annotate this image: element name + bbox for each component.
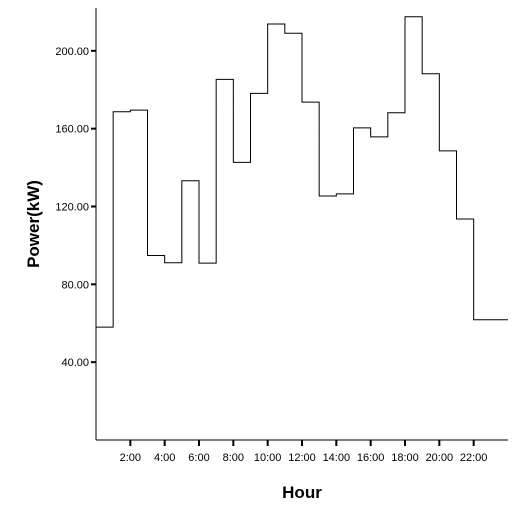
y-tick-label: 40.00	[61, 357, 89, 369]
x-tick-label: 10:00	[254, 452, 282, 464]
power-step-line	[96, 16, 508, 328]
x-tick-label: 8:00	[223, 452, 244, 464]
x-tick-label: 16:00	[357, 452, 385, 464]
x-tick-label: 18:00	[391, 452, 419, 464]
x-tick-label: 14:00	[323, 452, 351, 464]
y-tick-label: 80.00	[61, 279, 89, 291]
y-axis: 40.00 80.00 120.00 160.00 200.00	[55, 46, 96, 369]
y-tick-label: 120.00	[55, 201, 89, 213]
x-tick-label: 20:00	[426, 452, 454, 464]
y-tick-label: 200.00	[55, 46, 89, 58]
x-axis: 2:00 4:00 6:00 8:00 10:00 12:00 14:00 16:00 18:0…	[120, 440, 488, 464]
y-axis-title: Power(kW)	[24, 180, 43, 268]
y-tick-label: 160.00	[55, 124, 89, 136]
x-tick-label: 6:00	[188, 452, 209, 464]
x-tick-label: 2:00	[120, 452, 141, 464]
x-tick-label: 4:00	[154, 452, 175, 464]
x-tick-label: 22:00	[460, 452, 488, 464]
x-tick-label: 12:00	[288, 452, 316, 464]
x-axis-title: Hour	[282, 483, 322, 502]
